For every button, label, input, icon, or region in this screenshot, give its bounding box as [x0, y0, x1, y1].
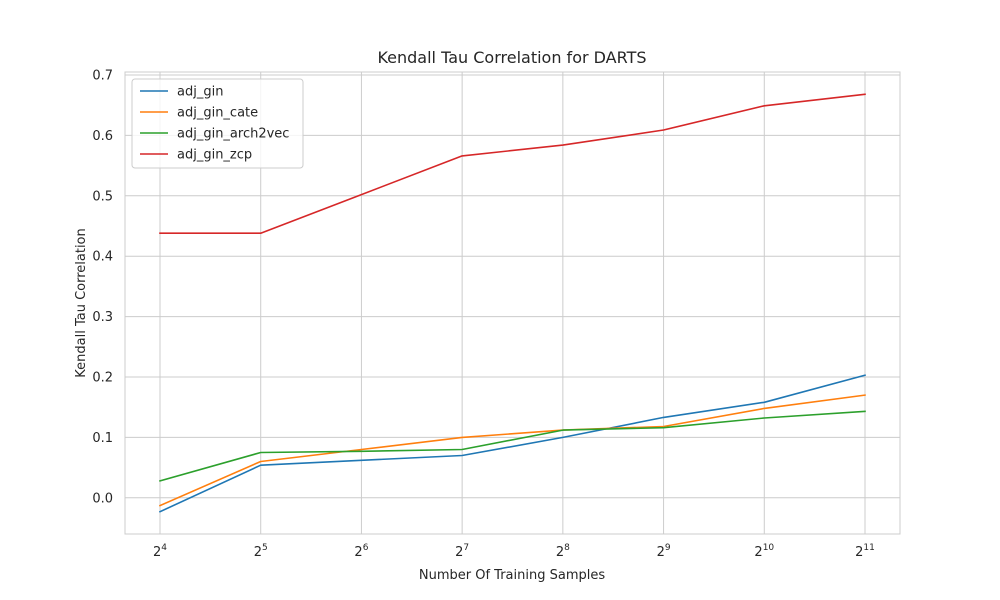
x-tick-labels: 24 25 26 27 28 29 210 211	[153, 543, 875, 560]
y-tick-label: 0.5	[92, 189, 113, 204]
plot-frame	[124, 71, 901, 535]
x-tick-label: 25	[254, 543, 268, 560]
legend-label: adj_gin_zcp	[177, 148, 252, 163]
y-tick-labels: 0.0 0.1 0.2 0.3 0.4 0.5 0.6 0.7	[92, 69, 113, 507]
legend: adj_gin adj_gin_cate adj_gin_arch2vec adj_g…	[131, 78, 304, 169]
x-tick-label: 24	[153, 543, 167, 560]
x-axis-label: Number Of Training Samples	[419, 568, 605, 583]
y-tick-label: 0.4	[92, 250, 113, 265]
grid-lines	[125, 72, 900, 534]
x-tick-label: 28	[556, 543, 570, 560]
series-lines	[158, 93, 866, 513]
legend-label: adj_gin_cate	[177, 106, 258, 121]
series-line-adj-gin-zcp	[159, 93, 866, 234]
y-tick-label: 0.7	[92, 69, 113, 84]
legend-label: adj_gin_arch2vec	[177, 127, 289, 142]
chart-title: Kendall Tau Correlation for DARTS	[377, 48, 646, 67]
legend-label: adj_gin	[177, 85, 223, 100]
x-tick-label: 211	[855, 543, 875, 560]
y-axis-label: Kendall Tau Correlation	[74, 228, 89, 378]
series-line-adj-gin-arch2vec	[159, 410, 866, 482]
series-line-adj-gin	[158, 374, 866, 513]
y-tick-label: 0.6	[92, 129, 113, 144]
x-tick-label: 29	[657, 543, 671, 560]
legend-box	[131, 78, 304, 169]
x-tick-label: 26	[354, 543, 368, 560]
y-tick-label: 0.1	[92, 431, 113, 446]
y-tick-label: 0.2	[92, 370, 113, 385]
y-tick-label: 0.0	[92, 491, 113, 506]
x-tick-label: 210	[754, 543, 774, 560]
series-line-adj-gin-cate	[158, 394, 866, 507]
y-tick-label: 0.3	[92, 310, 113, 325]
x-tick-label: 27	[455, 543, 469, 560]
